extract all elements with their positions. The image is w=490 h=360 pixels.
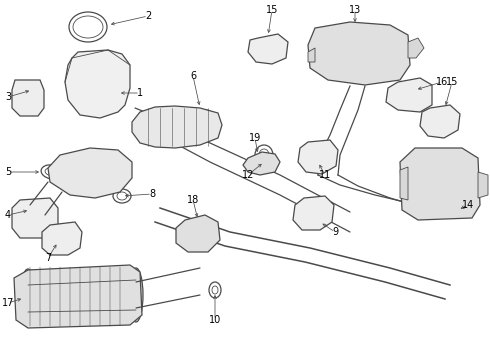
Text: 13: 13	[349, 5, 361, 15]
Text: 7: 7	[45, 253, 51, 263]
Text: 2: 2	[145, 11, 151, 21]
Polygon shape	[48, 148, 132, 198]
Text: 15: 15	[266, 5, 278, 15]
Polygon shape	[132, 106, 222, 148]
Ellipse shape	[20, 269, 36, 327]
Text: 10: 10	[209, 315, 221, 325]
Polygon shape	[243, 152, 280, 175]
Polygon shape	[386, 78, 432, 112]
Polygon shape	[65, 50, 130, 118]
Polygon shape	[400, 148, 480, 220]
Text: 8: 8	[149, 189, 155, 199]
Text: 19: 19	[249, 133, 261, 143]
Text: 5: 5	[5, 167, 11, 177]
Text: 14: 14	[462, 200, 474, 210]
Text: 1: 1	[137, 88, 143, 98]
Text: 11: 11	[319, 170, 331, 180]
Polygon shape	[420, 105, 460, 138]
Polygon shape	[12, 198, 58, 238]
Text: 17: 17	[2, 298, 14, 308]
Text: 4: 4	[5, 210, 11, 220]
Polygon shape	[176, 215, 220, 252]
Polygon shape	[408, 38, 424, 58]
Text: 6: 6	[190, 71, 196, 81]
Text: 9: 9	[332, 227, 338, 237]
Text: 18: 18	[187, 195, 199, 205]
Polygon shape	[42, 222, 82, 255]
Text: 12: 12	[242, 170, 254, 180]
Polygon shape	[248, 34, 288, 64]
Polygon shape	[308, 48, 315, 62]
Text: 15: 15	[446, 77, 458, 87]
Polygon shape	[298, 140, 338, 174]
Polygon shape	[14, 265, 142, 328]
Polygon shape	[400, 167, 408, 200]
Ellipse shape	[187, 110, 213, 130]
Polygon shape	[293, 196, 334, 230]
Text: 16: 16	[436, 77, 448, 87]
Polygon shape	[308, 22, 410, 85]
Text: 3: 3	[5, 92, 11, 102]
Polygon shape	[478, 172, 488, 198]
Polygon shape	[12, 80, 44, 116]
Ellipse shape	[129, 268, 143, 322]
